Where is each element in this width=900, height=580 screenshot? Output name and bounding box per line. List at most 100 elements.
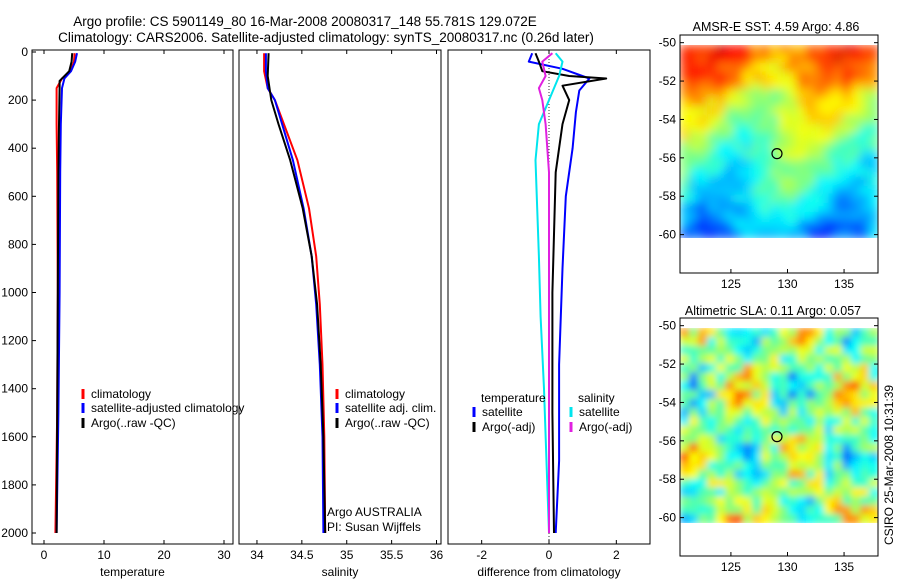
sst-map-cell xyxy=(833,62,843,73)
sla-map-cell xyxy=(734,416,744,427)
sla-map-cell xyxy=(698,398,708,409)
sst-map-cell xyxy=(788,141,798,152)
sla-map-cell xyxy=(734,381,744,392)
sla-map-cell xyxy=(842,398,852,409)
sla-map-cell xyxy=(761,478,771,489)
sla-map-cell xyxy=(752,345,762,356)
sla-map-cell xyxy=(689,478,699,489)
sst-map-cell xyxy=(725,132,735,143)
sla-map-cell xyxy=(716,363,726,374)
sla-map-cell xyxy=(797,496,807,507)
sla-map-cell xyxy=(707,505,717,516)
salinity-xtick-label: 34.5 xyxy=(290,548,314,562)
sst-map-cell xyxy=(797,124,807,134)
sst-map-cell xyxy=(779,62,789,73)
sla-map-cell xyxy=(788,443,798,454)
sla-map-cell xyxy=(815,390,825,400)
sst-map-cell xyxy=(680,159,690,169)
sst-map-cell xyxy=(779,167,789,178)
sst-map-cell xyxy=(743,88,753,99)
sla-map-cell xyxy=(869,407,878,418)
sst-map-cell xyxy=(716,115,726,125)
sla-map-cell xyxy=(788,381,798,392)
sst-map-cell xyxy=(842,159,852,169)
sst-map-cell xyxy=(725,124,735,134)
sla-map-cell xyxy=(788,336,798,347)
sst-map-cell xyxy=(689,141,699,152)
sla-map-cell xyxy=(806,363,816,374)
sla-map-cell xyxy=(806,434,816,445)
sst-map-cell xyxy=(707,229,717,238)
sla-map-cell xyxy=(788,328,798,338)
temperature-ytick-label: 2000 xyxy=(1,526,28,540)
difference-legend-title: salinity xyxy=(578,391,615,405)
sst-map-cell xyxy=(851,80,861,90)
sst-map-cell xyxy=(815,88,825,99)
sst-map-cell xyxy=(797,185,807,196)
sla-map-cell xyxy=(770,514,780,523)
sst-map-cell xyxy=(743,141,753,152)
sst-map-cell xyxy=(779,80,789,90)
principal-investigator-label: PI: Susan Wijffels xyxy=(327,520,421,534)
sla-map-cell xyxy=(716,434,726,445)
sst-map-cell xyxy=(842,194,852,204)
sla-map-cell xyxy=(689,443,699,454)
sla-map-cell xyxy=(716,505,726,516)
sla-map-cell xyxy=(869,505,878,516)
sst-map-cell xyxy=(788,167,798,178)
temperature-legend-label: Argo(..raw -QC) xyxy=(91,416,176,430)
sst-map-ytick-label: -54 xyxy=(659,112,677,126)
sla-map-cell xyxy=(743,328,753,338)
temperature-ytick-label: 400 xyxy=(8,141,28,155)
sst-map-cell xyxy=(779,150,789,161)
sla-map-cell xyxy=(698,425,708,436)
sst-map-cell xyxy=(689,62,699,73)
sst-map-cell xyxy=(869,159,878,169)
sst-map-cell xyxy=(806,141,816,152)
difference-legend-title: temperature xyxy=(481,391,546,405)
sst-map-cell xyxy=(752,229,762,238)
sst-map-cell xyxy=(824,106,834,117)
sst-map-cell xyxy=(698,71,708,82)
sst-map-cell xyxy=(716,62,726,73)
sla-map-cell xyxy=(761,336,771,347)
sst-map-cell xyxy=(824,115,834,125)
sst-map-cell xyxy=(707,194,717,204)
sst-map-cell xyxy=(725,176,735,187)
sst-map-cell xyxy=(689,97,699,108)
sla-map-cell xyxy=(743,452,753,462)
sst-map-cell xyxy=(788,62,798,73)
sla-map-cell xyxy=(851,407,861,418)
sla-map-cell xyxy=(716,354,726,365)
sla-map-cell xyxy=(761,345,771,356)
sst-map-cell xyxy=(716,88,726,99)
sst-map-cell xyxy=(680,202,690,213)
sst-map-cell xyxy=(869,80,878,90)
sla-map-cell xyxy=(707,390,717,400)
sst-map-cell xyxy=(761,194,771,204)
sla-map-cell xyxy=(734,425,744,436)
sst-map-cell xyxy=(698,229,708,238)
sst-map-ytick-label: -56 xyxy=(659,151,677,165)
sla-map-cell xyxy=(689,505,699,516)
sla-map-cell xyxy=(734,434,744,445)
sla-map-cell xyxy=(860,452,870,462)
sla-map-cell xyxy=(752,443,762,454)
sla-map-cell xyxy=(815,496,825,507)
sst-map-cell xyxy=(869,115,878,125)
sla-map-cell xyxy=(761,363,771,374)
sla-map-cell xyxy=(806,398,816,409)
sst-map-cell xyxy=(707,132,717,143)
sst-map-cell xyxy=(824,167,834,178)
sla-map-cell xyxy=(833,354,843,365)
sst-map-cell xyxy=(842,45,852,55)
sla-map-cell xyxy=(689,425,699,436)
sst-map-cell xyxy=(815,167,825,178)
argo-float-location-marker xyxy=(771,148,783,160)
sst-map-cell xyxy=(707,71,717,82)
sst-map-cell xyxy=(815,141,825,152)
sst-map-cell xyxy=(680,124,690,134)
temperature-ytick-label: 600 xyxy=(8,189,28,203)
temperature-series-2 xyxy=(55,53,74,534)
sst-map-cell xyxy=(779,71,789,82)
